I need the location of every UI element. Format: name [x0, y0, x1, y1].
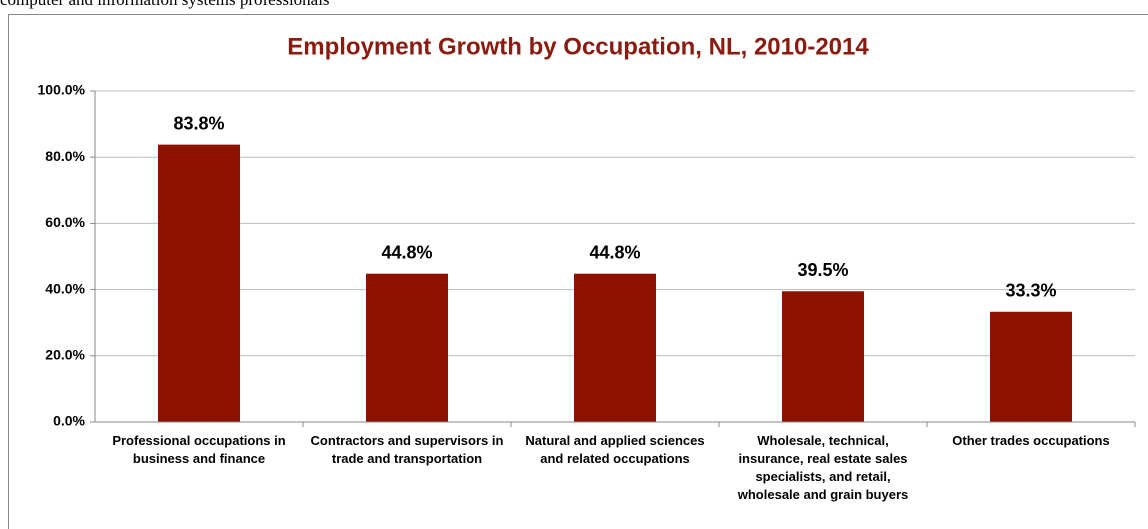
- bar: [574, 273, 656, 422]
- x-tick-label: Contractors and supervisors in trade and…: [310, 433, 504, 466]
- x-tick-label: Other trades occupations: [952, 433, 1110, 448]
- y-tick-label: 80.0%: [45, 148, 85, 164]
- bar: [158, 144, 240, 422]
- value-label: 44.8%: [589, 242, 640, 262]
- x-tick-label: Professional occupations in business and…: [112, 433, 286, 466]
- cropped-text: computer and information systems profess…: [0, 0, 330, 10]
- bar: [782, 291, 864, 422]
- x-tick-label: Natural and applied sciences and related…: [525, 433, 705, 466]
- y-tick-label: 20.0%: [45, 347, 85, 363]
- value-label: 83.8%: [173, 113, 224, 133]
- bar: [366, 273, 448, 422]
- y-tick-label: 0.0%: [53, 413, 85, 429]
- y-tick-label: 40.0%: [45, 280, 85, 296]
- chart-title: Employment Growth by Occupation, NL, 201…: [287, 33, 869, 60]
- y-tick-label: 100.0%: [38, 82, 86, 98]
- value-label: 33.3%: [1005, 281, 1056, 301]
- value-label: 39.5%: [797, 260, 848, 280]
- x-tick-label: Wholesale, technical, insurance, real es…: [737, 433, 909, 502]
- bar: [990, 311, 1072, 422]
- y-tick-label: 60.0%: [45, 214, 85, 230]
- value-label: 44.8%: [381, 242, 432, 262]
